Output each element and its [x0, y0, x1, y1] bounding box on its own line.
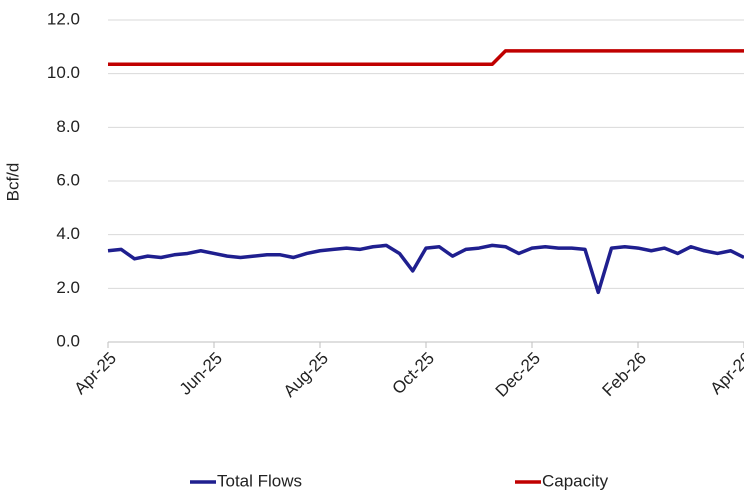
y-tick-label: 2.0: [56, 278, 80, 297]
x-tick-label: Dec-25: [492, 349, 544, 401]
y-tick-label: 8.0: [56, 117, 80, 136]
y-tick-label: 12.0: [47, 9, 80, 28]
legend-label: Capacity: [542, 471, 609, 490]
x-tick-label: Apr-25: [70, 349, 120, 399]
x-tick-label: Jun-25: [176, 349, 226, 399]
y-tick-label: 0.0: [56, 331, 80, 350]
series-line: [108, 49, 744, 67]
y-axis-label: Bcf/d: [3, 163, 22, 202]
y-tick-label: 6.0: [56, 170, 80, 189]
x-tick-label: Apr-26: [706, 349, 744, 399]
y-tick-label: 10.0: [47, 63, 80, 82]
legend-label: Total Flows: [217, 471, 302, 490]
series-line: [107, 243, 744, 295]
x-tick-label: Aug-25: [280, 349, 332, 401]
x-tick-label: Oct-25: [388, 349, 438, 399]
y-tick-label: 4.0: [56, 224, 80, 243]
x-tick-label: Feb-26: [598, 349, 650, 401]
